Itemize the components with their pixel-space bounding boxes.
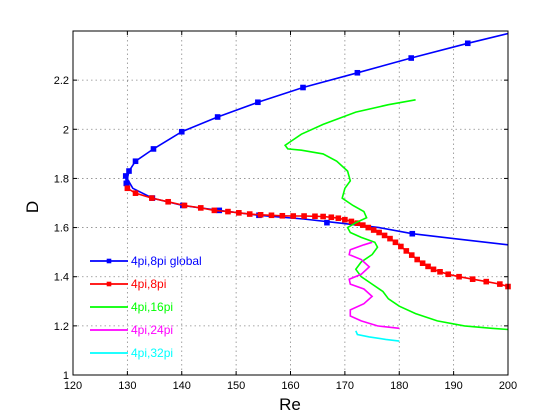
series-point: [122, 173, 129, 179]
series-point: [126, 168, 132, 174]
series-point: [178, 128, 185, 135]
x-tick-label: 140: [173, 380, 191, 392]
series-point: [469, 276, 476, 282]
series-point: [150, 146, 157, 152]
series-point: [456, 273, 462, 280]
series-point: [360, 222, 366, 228]
y-tick-label: 1.8: [54, 173, 69, 185]
series-point: [328, 214, 335, 221]
x-tick-label: 170: [336, 380, 354, 392]
series-point: [246, 211, 253, 217]
series-point: [268, 212, 275, 219]
series-point: [409, 230, 416, 237]
series-point: [124, 180, 130, 187]
series-point: [225, 208, 231, 215]
series-point: [445, 271, 451, 278]
x-tick-label: 120: [64, 380, 82, 392]
series-point: [497, 281, 503, 287]
x-tick-label: 130: [118, 380, 136, 392]
series-point: [483, 278, 490, 285]
y-axis-label: D: [23, 201, 42, 213]
legend-label: 4pi,24pi: [131, 323, 173, 337]
x-tick-label: 180: [390, 380, 408, 392]
y-tick-label: 1.2: [54, 321, 69, 333]
x-tick-label: 190: [444, 380, 462, 392]
series-point: [255, 99, 261, 106]
series-point: [197, 205, 204, 211]
series-point: [181, 202, 188, 209]
series-point: [392, 239, 399, 246]
series-point: [312, 213, 318, 220]
y-tick-label: 1.4: [54, 272, 69, 284]
series-point: [408, 55, 415, 61]
series-point: [165, 198, 171, 205]
series-point: [419, 260, 426, 266]
legend-label: 4pi,32pi: [131, 346, 173, 360]
series-point: [301, 213, 307, 219]
y-tick-label: 2.2: [54, 75, 69, 87]
series-point: [236, 210, 242, 216]
series-point: [437, 269, 443, 275]
legend-label: 4pi,8pi: [131, 277, 166, 291]
x-tick-label: 160: [281, 380, 299, 392]
y-tick-label: 1: [63, 370, 69, 382]
series-point: [387, 235, 393, 242]
data-series: [122, 32, 511, 342]
series-point: [132, 190, 139, 196]
series-point: [414, 256, 420, 263]
series-point: [290, 213, 297, 219]
series-point: [348, 218, 355, 225]
legend-marker: [106, 258, 112, 264]
series-line: [355, 330, 400, 342]
series-point: [132, 158, 139, 165]
series-point: [124, 185, 131, 192]
series-point: [398, 243, 404, 250]
legend-label: 4pi,16pi: [131, 300, 173, 314]
x-axis-label: Re: [279, 395, 301, 414]
series-point: [464, 40, 471, 47]
x-tick-label: 150: [227, 380, 245, 392]
series-point: [354, 69, 361, 76]
series-line: [348, 241, 400, 330]
series-point: [320, 213, 326, 220]
legend: 4pi,8pi global 4pi,8pi 4pi,16pi 4pi,24pi 4pi…: [90, 254, 202, 360]
series-point: [335, 215, 342, 222]
series-point: [408, 252, 415, 258]
series-point: [370, 227, 377, 233]
axis-ticks: 120 130 140 150 160 170 180 190 200 1 1.2 1.4 1.6 1.8…: [54, 31, 517, 392]
series-point: [214, 114, 221, 120]
series-point: [365, 224, 372, 231]
series-point: [324, 219, 330, 226]
legend-marker: [106, 281, 112, 287]
series-point: [257, 211, 264, 218]
plot-frame: [72, 30, 509, 376]
y-tick-label: 1.6: [54, 223, 69, 235]
series-point: [149, 195, 155, 201]
series-point: [211, 207, 218, 214]
x-tick-label: 200: [499, 380, 517, 392]
series-point: [376, 229, 382, 236]
series-point: [425, 263, 431, 270]
legend-label: 4pi,8pi global: [131, 254, 202, 268]
series-line: [283, 99, 508, 331]
series-point: [300, 84, 306, 91]
series-point: [403, 248, 410, 254]
series-point: [430, 266, 437, 273]
series-point: [279, 212, 286, 219]
series-point: [381, 232, 388, 239]
y-tick-label: 2: [63, 124, 69, 136]
series-point: [342, 216, 348, 223]
